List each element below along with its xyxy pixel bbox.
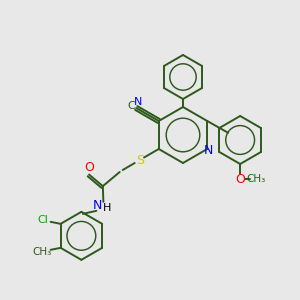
Text: N: N xyxy=(134,97,142,107)
Text: O: O xyxy=(84,161,94,174)
Text: N: N xyxy=(93,199,102,212)
Text: Cl: Cl xyxy=(37,215,48,225)
Text: CH₃: CH₃ xyxy=(32,247,51,257)
Text: N: N xyxy=(204,143,213,157)
Text: H: H xyxy=(103,203,112,213)
Text: CH₃: CH₃ xyxy=(247,174,266,184)
Text: S: S xyxy=(136,154,144,166)
Text: C: C xyxy=(128,101,135,111)
Text: O: O xyxy=(235,172,245,185)
